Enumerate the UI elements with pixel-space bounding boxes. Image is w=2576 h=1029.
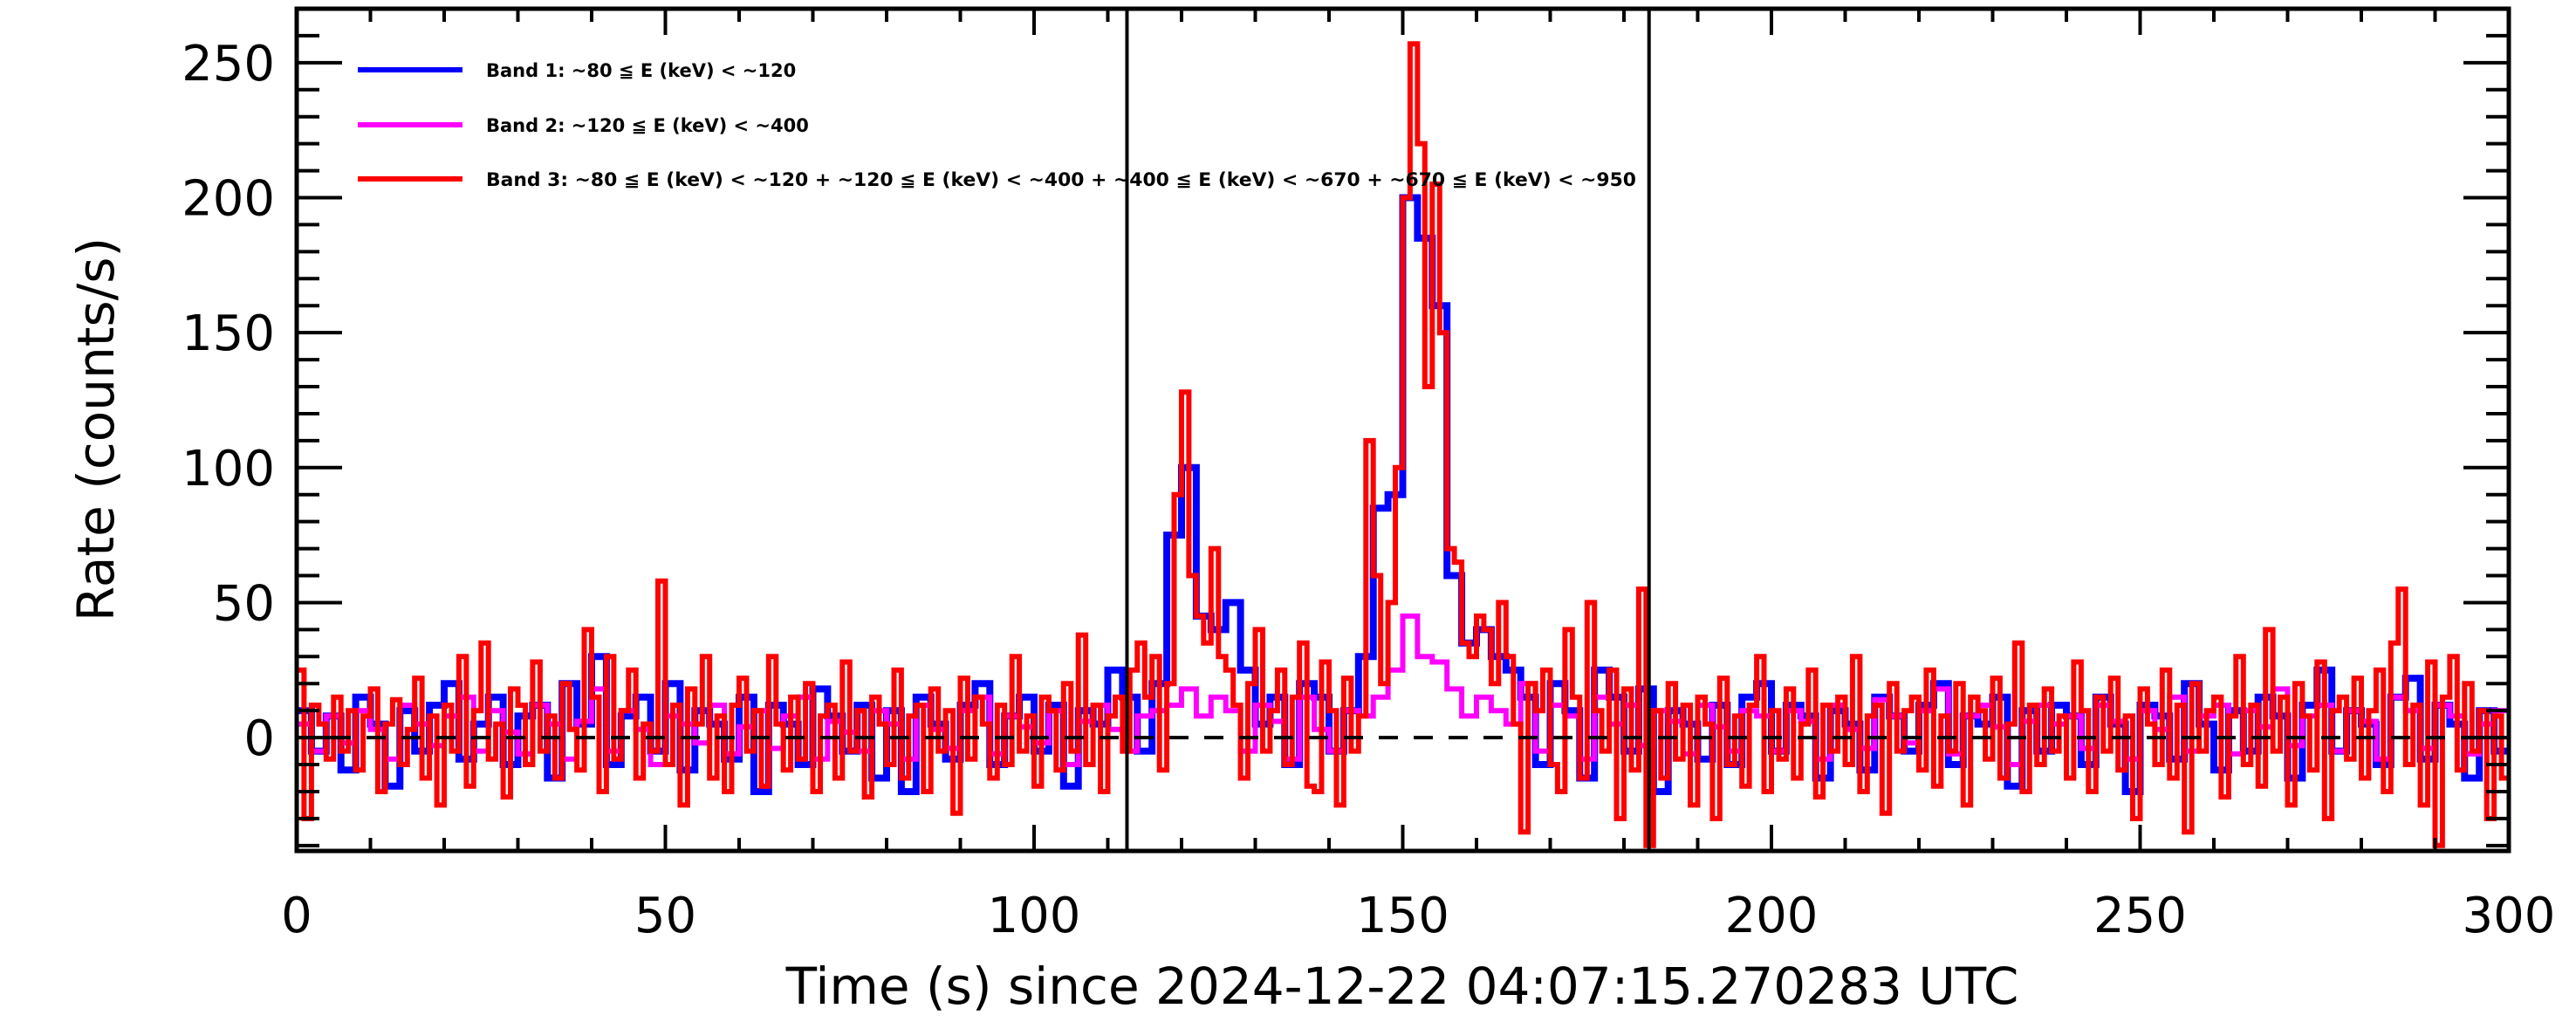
x-tick-label: 100 [988,888,1081,944]
legend-label-band-3: Band 3: ~80 ≦ E (keV) < ~120 + ~120 ≦ E … [486,169,1636,190]
y-tick-label: 50 [213,575,275,632]
markers-layer [297,9,2509,851]
x-tick-label: 0 [281,888,312,944]
x-tick-label: 50 [634,888,696,944]
legend: Band 1: ~80 ≦ E (keV) < ~120 Band 2: ~12… [358,60,1636,190]
x-axis-title: Time (s) since 2024-12-22 04:07:15.27028… [785,957,2019,1016]
legend-label-band-1: Band 1: ~80 ≦ E (keV) < ~120 [486,60,796,81]
series-layer [297,41,2509,848]
x-tick-label: 250 [2093,888,2187,944]
x-tick-label: 200 [1725,888,1819,944]
y-tick-label: 200 [182,171,275,228]
y-tick-label: 100 [182,441,275,497]
y-axis-title: Rate (counts/s) [66,237,126,621]
y-tick-label: 150 [182,305,275,362]
series-line-band-3 [297,41,2509,848]
y-tick-label: 250 [182,36,275,93]
y-tick-label: 0 [243,710,275,767]
axes-layer: 0 50 100 150 200 250 0 50 100 150 200 250 300 [182,6,2556,944]
x-tick-label: 150 [1356,888,1449,944]
legend-label-band-2: Band 2: ~120 ≦ E (keV) < ~400 [486,115,809,136]
x-tick-label: 300 [2463,888,2556,944]
